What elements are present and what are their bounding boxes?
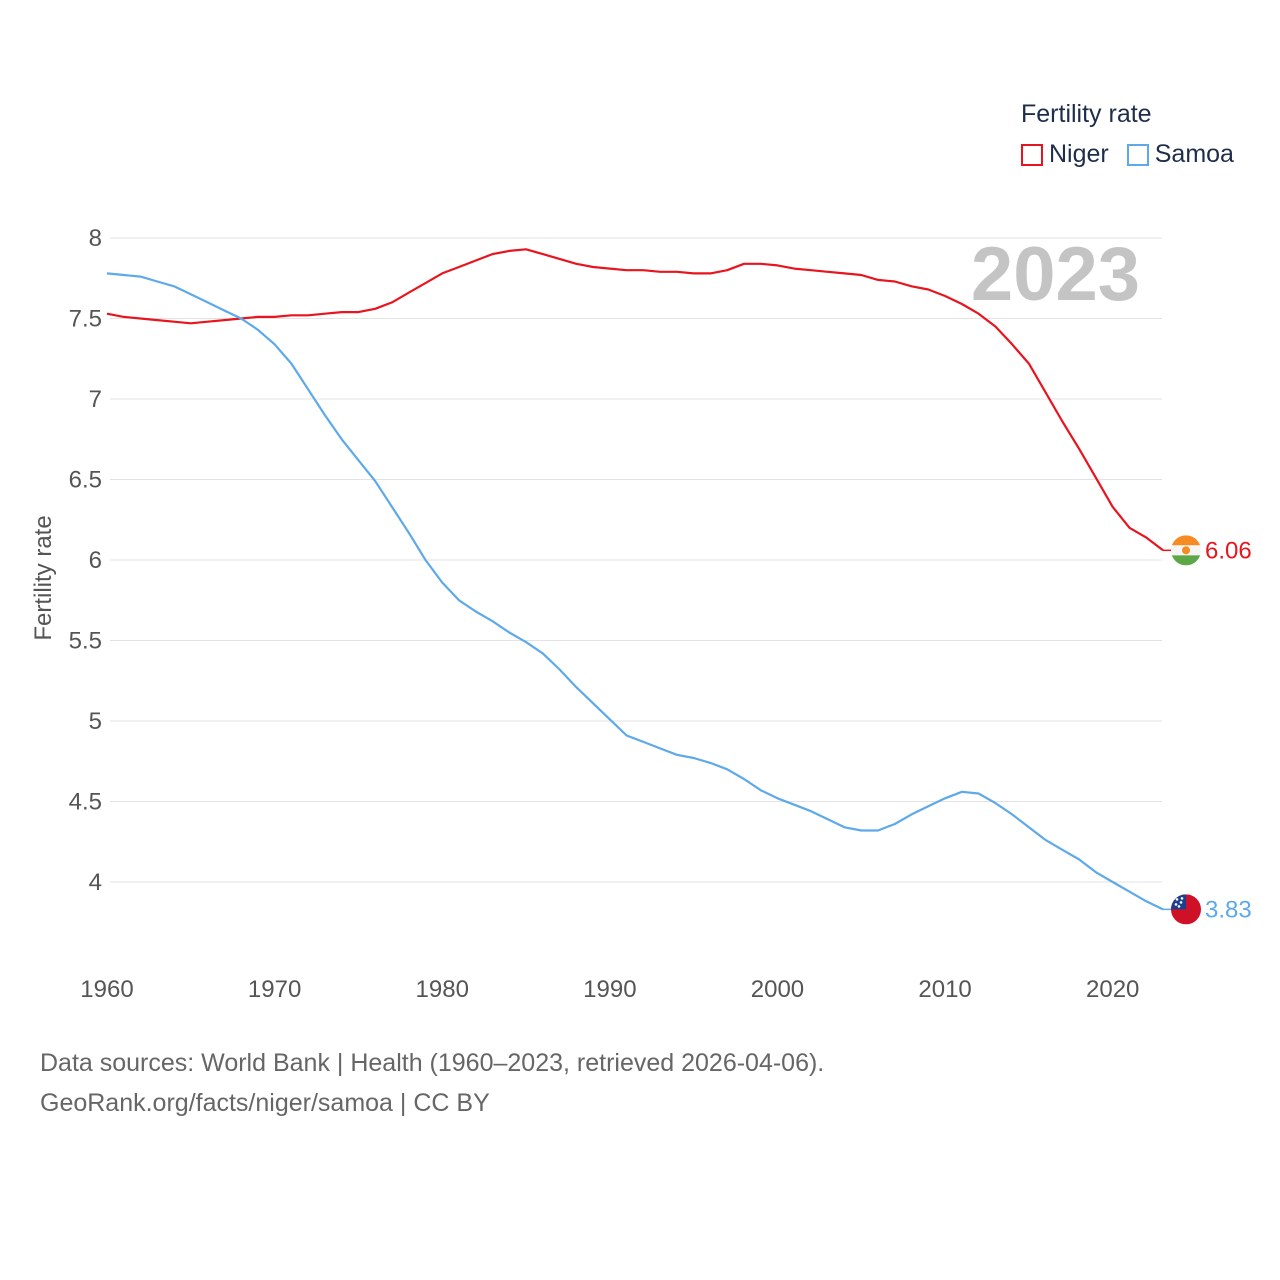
series-end-markers: 6.06 3.83 xyxy=(1163,535,1252,925)
x-tick-label: 2000 xyxy=(751,976,804,1003)
x-tick-label: 1960 xyxy=(80,976,133,1003)
x-tick-label: 1980 xyxy=(416,976,469,1003)
legend-title: Fertility rate xyxy=(1021,100,1152,128)
legend: Niger Samoa xyxy=(1021,140,1252,169)
end-value-label-niger: 6.06 xyxy=(1205,537,1252,564)
legend-label-samoa: Samoa xyxy=(1154,140,1234,168)
legend-swatch-niger xyxy=(1021,143,1043,166)
source-line: Data sources: World Bank | Health (1960–… xyxy=(40,1049,825,1077)
legend-item-samoa[interactable]: Samoa xyxy=(1126,140,1234,169)
end-value-label-samoa: 3.83 xyxy=(1205,896,1252,923)
x-tick-label: 1990 xyxy=(583,976,636,1003)
y-axis-ticks: 4 4.5 5 5.5 6 6.5 7 7.5 8 xyxy=(69,225,102,896)
y-tick-label: 4 xyxy=(89,869,102,896)
y-axis-label: Fertility rate xyxy=(30,515,57,640)
x-axis-ticks: 1960 1970 1980 1990 2000 2010 2020 xyxy=(80,976,1139,1003)
y-tick-label: 6 xyxy=(89,547,102,574)
y-tick-label: 7.5 xyxy=(69,306,102,333)
series-line-samoa xyxy=(106,272,1164,911)
series-line-niger xyxy=(106,248,1164,552)
niger-flag-icon xyxy=(1171,535,1201,566)
y-tick-label: 5 xyxy=(89,708,102,735)
series-lines xyxy=(106,248,1164,911)
y-tick-label: 8 xyxy=(89,225,102,252)
legend-label-niger: Niger xyxy=(1049,140,1109,168)
attribution-line: GeoRank.org/facts/niger/samoa | CC BY xyxy=(40,1089,490,1117)
legend-swatch-samoa xyxy=(1126,143,1149,166)
y-tick-label: 6.5 xyxy=(69,467,102,494)
y-tick-label: 4.5 xyxy=(69,789,102,816)
data-sources: Data sources: World Bank | Health (1960–… xyxy=(40,1043,824,1123)
samoa-flag-icon xyxy=(1171,894,1201,925)
y-tick-label: 5.5 xyxy=(69,628,102,655)
x-tick-label: 2020 xyxy=(1086,976,1139,1003)
x-tick-label: 1970 xyxy=(248,976,301,1003)
y-tick-label: 7 xyxy=(89,386,102,413)
x-tick-label: 2010 xyxy=(918,976,971,1003)
legend-item-niger[interactable]: Niger xyxy=(1021,140,1109,169)
year-marker: 2023 xyxy=(971,232,1140,317)
grid-lines xyxy=(110,237,1162,883)
